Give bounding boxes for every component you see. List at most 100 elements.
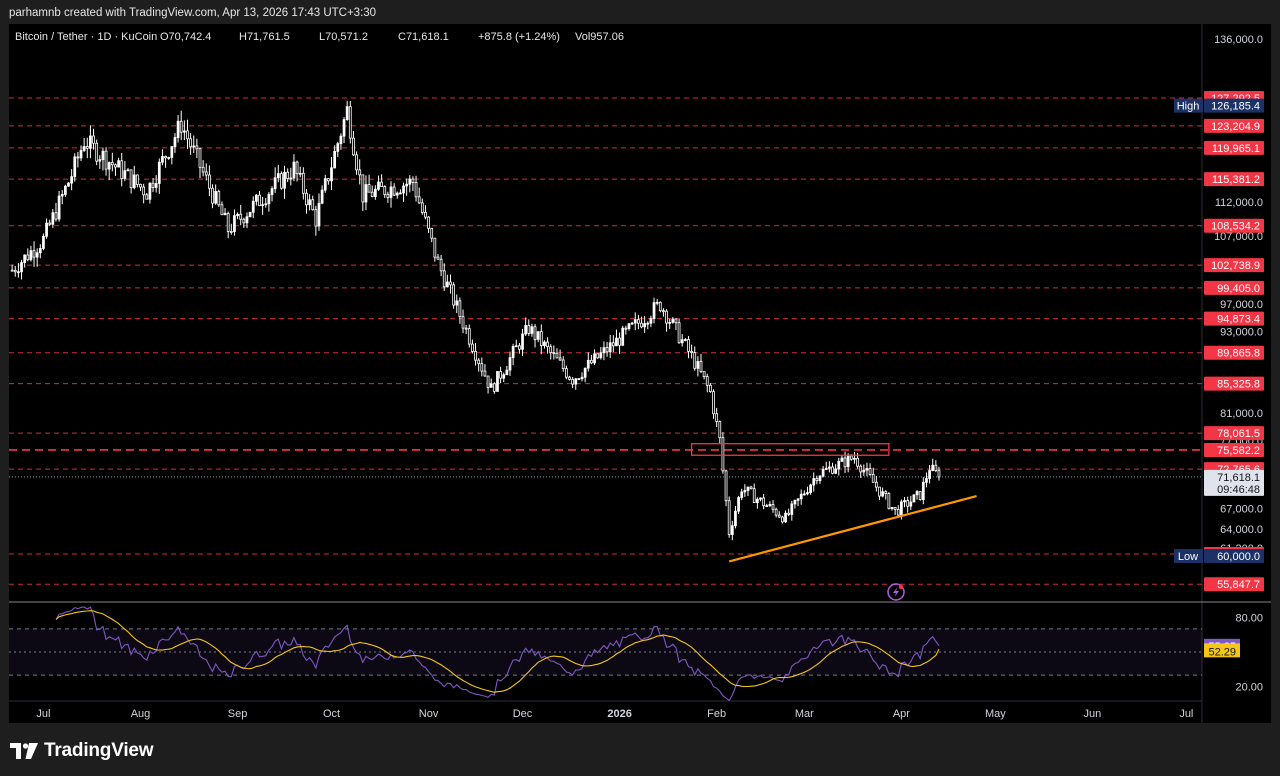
candle-body — [737, 497, 740, 512]
level-price-label-bg — [1204, 280, 1264, 295]
support-trendline[interactable] — [728, 495, 977, 563]
candle-body — [101, 150, 105, 161]
candle-body — [167, 157, 171, 159]
candle-body — [755, 498, 759, 503]
candle-body — [217, 191, 221, 206]
candle-body — [806, 492, 809, 495]
candle-body — [173, 137, 177, 148]
candle-body — [611, 342, 615, 347]
price-tick-label: 67,000.0 — [1220, 503, 1263, 515]
candle-body — [345, 106, 349, 121]
candle-body — [593, 353, 596, 364]
level-price-label: 85,325.8 — [1217, 379, 1260, 391]
candle-body — [524, 325, 528, 335]
candle-body — [298, 172, 302, 175]
candle-body — [323, 178, 327, 191]
candle-body — [630, 322, 634, 325]
candle-body — [51, 212, 55, 225]
high-price-label: 126,185.4 — [1211, 101, 1260, 113]
candle-body — [258, 194, 261, 207]
candle-body — [348, 106, 352, 139]
resistance-box[interactable] — [690, 443, 890, 456]
legend-open: O70,742.4 — [160, 31, 211, 43]
candle-body — [865, 468, 869, 471]
low-price-label: 60,000.0 — [1217, 551, 1260, 563]
time-tick-label: May — [985, 708, 1006, 720]
time-axis[interactable]: Jul Aug Sep Oct Nov Dec 2026 Feb Mar Apr May Jun Jul — [36, 708, 1193, 720]
candle-body — [63, 185, 67, 195]
candle-body — [104, 150, 108, 170]
candle-body — [233, 215, 236, 232]
candle-body — [608, 342, 612, 353]
candle-body — [840, 457, 844, 462]
candle-body — [57, 195, 61, 220]
candle-body — [818, 475, 822, 481]
candle-body — [674, 318, 678, 324]
candle-body — [373, 188, 377, 197]
candle-body — [511, 345, 515, 359]
candle-body — [649, 318, 653, 324]
candle-body — [781, 516, 784, 523]
candle-body — [809, 484, 812, 493]
candle-body — [330, 167, 333, 182]
candle-body — [777, 514, 781, 518]
candle-body — [26, 254, 30, 261]
candle-body — [821, 469, 825, 477]
candle-body — [718, 421, 722, 439]
tradingview-brand: TradingView — [44, 740, 154, 761]
candle-body — [424, 211, 427, 218]
candle-body — [799, 493, 803, 500]
price-axis[interactable]: 136,000.0 112,000.0 107,000.0 97,000.0 93,00… — [1174, 34, 1264, 694]
level-price-label-bg — [1204, 258, 1264, 273]
candle-body — [154, 183, 158, 188]
candle-body — [477, 359, 481, 364]
candle-body — [474, 351, 477, 361]
candle-body — [915, 491, 919, 496]
candle-body — [192, 145, 196, 148]
candle-body — [226, 213, 230, 232]
candle-body — [229, 231, 233, 233]
candle-body — [774, 508, 778, 516]
rsi-levels — [9, 628, 1202, 676]
alert-lightning-icon[interactable] — [887, 583, 905, 601]
candle-body — [586, 359, 590, 369]
candle-body — [442, 270, 446, 288]
price-tick-label: 136,000.0 — [1214, 34, 1263, 46]
level-price-label-bg — [1204, 311, 1264, 326]
rsi-lines — [55, 606, 940, 702]
candle-body — [558, 357, 562, 361]
candle-body — [824, 467, 828, 470]
tradingview-logo[interactable]: TradingView — [10, 738, 154, 764]
candle-body — [925, 478, 928, 483]
chart-area[interactable]: 136,000.0 112,000.0 107,000.0 97,000.0 93,00… — [9, 24, 1271, 723]
candle-body — [561, 359, 565, 369]
drawings[interactable] — [690, 443, 977, 563]
candle-body — [937, 470, 941, 478]
candle-body — [148, 182, 152, 200]
time-tick-label: 2026 — [607, 708, 631, 720]
candle-body — [151, 182, 155, 188]
resistance-levels — [9, 97, 1202, 585]
level-price-label-bg — [1204, 442, 1264, 457]
candle-body — [446, 281, 449, 288]
time-tick-label: Dec — [513, 708, 533, 720]
candle-body — [555, 352, 559, 359]
level-price-label-bg — [1204, 118, 1264, 133]
candle-body — [189, 138, 192, 148]
candle-body — [364, 184, 368, 203]
candle-body — [273, 177, 277, 190]
price-chart[interactable]: 136,000.0 112,000.0 107,000.0 97,000.0 93,00… — [9, 24, 1271, 723]
candle-body — [492, 383, 496, 392]
candle-body — [496, 371, 499, 392]
current-price-badge — [1204, 469, 1264, 496]
candle-body — [727, 500, 731, 535]
candle-body — [455, 300, 459, 306]
candle-body — [242, 218, 246, 224]
price-tick-label: 93,000.0 — [1220, 326, 1263, 338]
candle-body — [198, 148, 202, 168]
candle-body — [254, 194, 258, 202]
legend-symbol[interactable]: Bitcoin / Tether · 1D · KuCoin — [15, 31, 157, 43]
candle-body — [856, 457, 859, 467]
low-price-label-bg — [1204, 548, 1264, 563]
price-tick-label: 64,000.0 — [1220, 524, 1263, 536]
